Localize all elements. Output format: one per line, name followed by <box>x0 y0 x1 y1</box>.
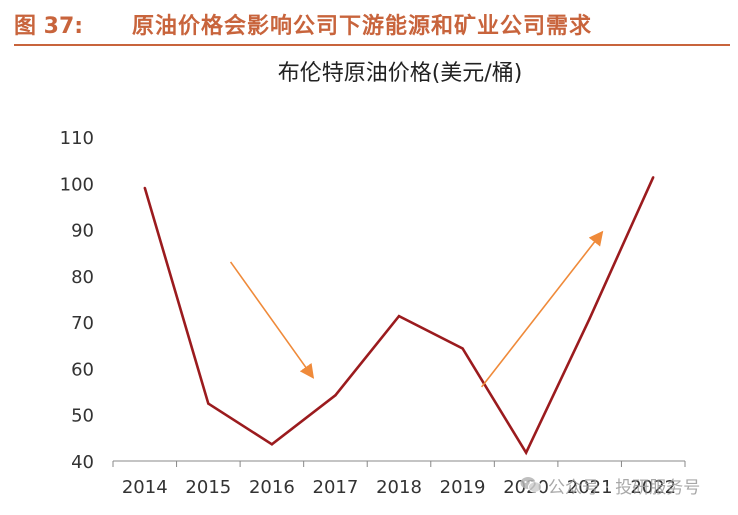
data-point <box>334 394 337 397</box>
y-tick-label: 110 <box>60 128 94 149</box>
data-point <box>524 451 528 454</box>
figure-title: 原油价格会影响公司下游能源和矿业公司需求 <box>132 14 593 39</box>
x-tick-label: 2022 <box>630 477 676 498</box>
x-tick-label: 2016 <box>249 477 295 498</box>
data-point <box>143 186 146 190</box>
trend-arrow-down <box>229 261 315 379</box>
y-axis: 40 50 60 70 80 90 100 110 <box>60 128 94 473</box>
y-tick-label: 60 <box>71 359 94 380</box>
watermark: 公众号 · 投研服务号 <box>520 472 700 498</box>
data-point <box>652 176 655 179</box>
x-tick-label: 2018 <box>376 477 422 498</box>
y-tick-label: 90 <box>71 221 94 242</box>
x-tick-label: 2019 <box>440 477 486 498</box>
y-tick-label: 100 <box>60 174 94 195</box>
data-point <box>270 443 274 446</box>
watermark-text: 公众号 · 投研服务号 <box>548 477 701 498</box>
annotation-layer <box>229 230 604 388</box>
wechat-icon <box>520 477 542 493</box>
y-tick-label: 80 <box>71 267 94 288</box>
figure-header: 图 37: 原油价格会影响公司下游能源和矿业公司需求 <box>14 6 730 46</box>
data-point <box>207 402 210 405</box>
x-tick-label: 2015 <box>185 477 231 498</box>
y-tick-label: 70 <box>71 313 94 334</box>
trend-arrow-up <box>480 230 604 388</box>
data-point <box>461 347 464 350</box>
series-layer <box>143 176 655 456</box>
chart-title: 布伦特原油价格(美元/桶) <box>278 61 523 86</box>
y-tick-label: 50 <box>71 406 94 427</box>
y-tick-label: 40 <box>71 452 94 473</box>
data-point <box>397 314 401 318</box>
figure-label: 图 37: <box>14 14 84 39</box>
data-point <box>588 317 591 320</box>
x-tick-label: 2021 <box>567 477 613 498</box>
x-tick-label: 2014 <box>122 477 168 498</box>
x-tick-label: 2017 <box>313 477 359 498</box>
x-axis: 201420152016201720182019202020212022 <box>112 460 686 498</box>
